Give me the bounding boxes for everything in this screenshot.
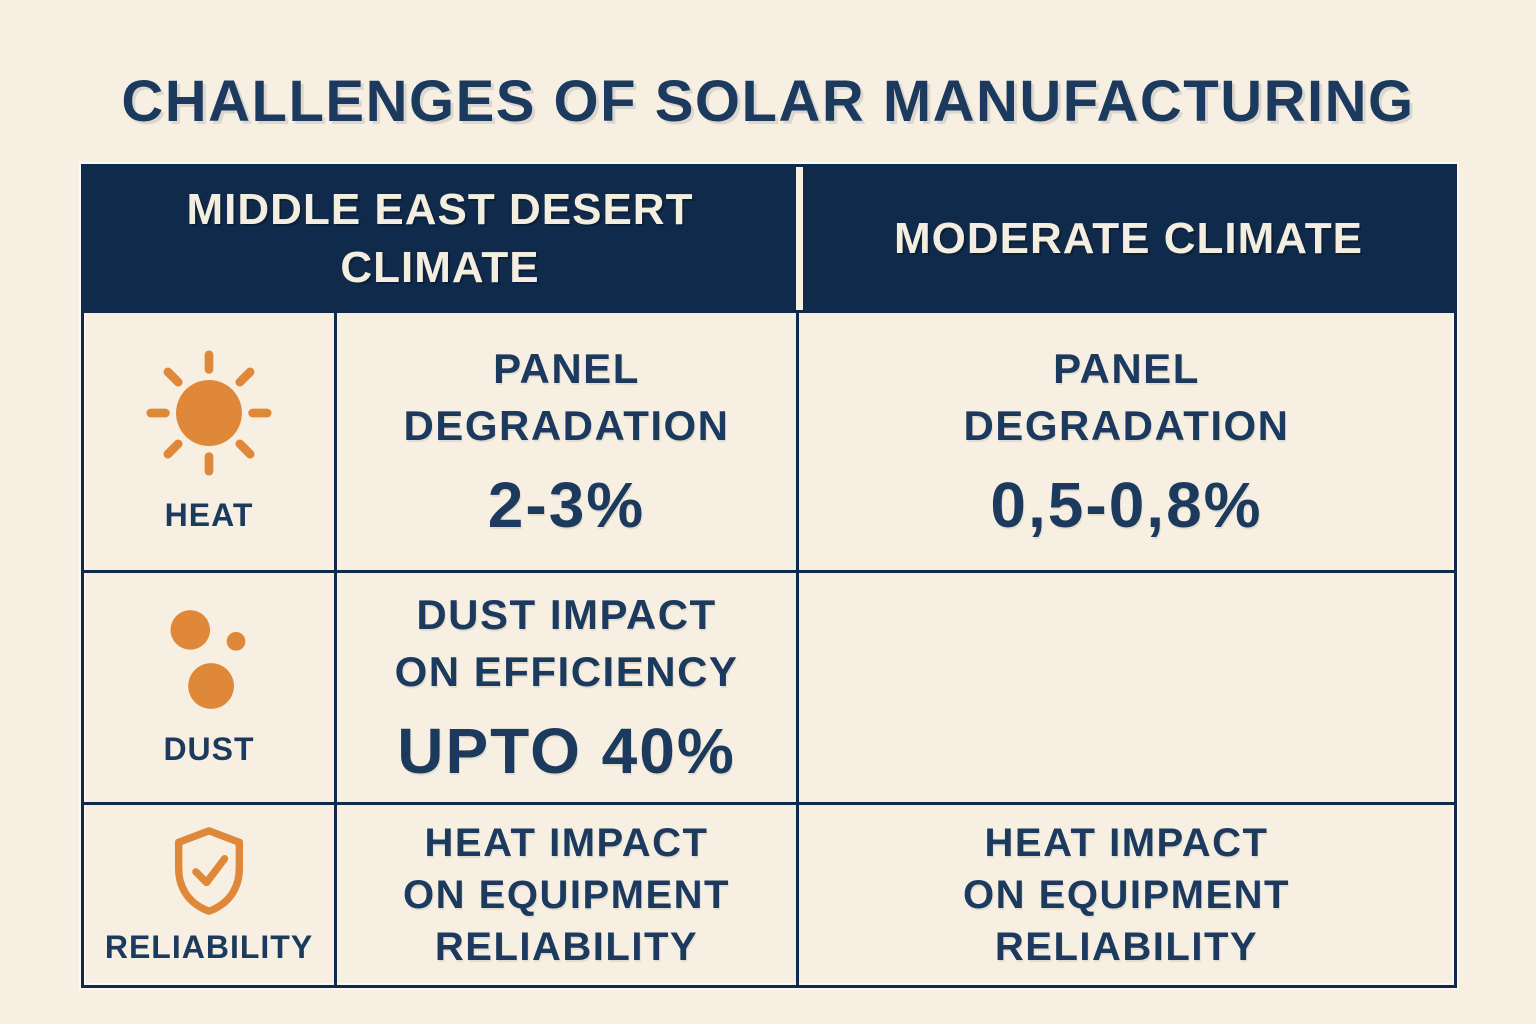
column-header-moderate-label: MODERATE CLIMATE xyxy=(894,213,1363,263)
dust-icon-cell: DUST xyxy=(84,570,334,802)
reliability-moderate-line1: HEAT IMPACT xyxy=(984,821,1269,865)
sun-icon xyxy=(146,350,272,476)
reliability-icon-cell: RELIABILITY xyxy=(84,802,334,985)
dust-desert-value: UPTO 40% xyxy=(397,715,736,788)
heat-moderate-line2: DEGRADATION xyxy=(963,401,1290,449)
dust-desert-cell: DUST IMPACT ON EFFICIENCY UPTO 40% xyxy=(334,570,796,802)
dust-desert-line2: ON EFFICIENCY xyxy=(394,647,739,695)
heat-row-label: HEAT xyxy=(164,497,254,533)
column-header-desert-climate: MIDDLE EAST DESERT CLIMATE xyxy=(84,167,796,310)
heat-desert-line1: PANEL xyxy=(493,344,640,392)
reliability-moderate-cell: HEAT IMPACT ON EQUIPMENT RELIABILITY xyxy=(796,802,1454,985)
comparison-table: MIDDLE EAST DESERT CLIMATE MODERATE CLIM… xyxy=(81,164,1457,988)
column-header-moderate-climate: MODERATE CLIMATE xyxy=(796,167,1454,310)
column-header-desert-label: MIDDLE EAST DESERT CLIMATE xyxy=(186,185,694,292)
heat-moderate-line1: PANEL xyxy=(1053,344,1200,392)
dust-row-label: DUST xyxy=(163,731,255,767)
reliability-desert-line1: HEAT IMPACT xyxy=(424,821,709,865)
shield-check-icon xyxy=(174,826,244,915)
dust-desert-line1: DUST IMPACT xyxy=(416,590,717,638)
heat-moderate-cell: PANEL DEGRADATION 0,5-0,8% xyxy=(796,310,1454,570)
reliability-row-label: RELIABILITY xyxy=(104,928,314,965)
heat-icon-cell: HEAT xyxy=(84,310,334,570)
reliability-desert-line2: ON EQUIPMENT xyxy=(403,873,730,917)
reliability-moderate-line2: ON EQUIPMENT xyxy=(963,873,1290,917)
reliability-moderate-line3: RELIABILITY xyxy=(994,925,1259,969)
infographic-title: CHALLENGES OF SOLAR MANUFACTURING xyxy=(121,69,1415,134)
reliability-desert-cell: HEAT IMPACT ON EQUIPMENT RELIABILITY xyxy=(334,802,796,985)
reliability-desert-line3: RELIABILITY xyxy=(434,925,699,969)
heat-moderate-value: 0,5-0,8% xyxy=(990,469,1263,542)
dust-icon xyxy=(170,610,246,709)
heat-desert-value: 2-3% xyxy=(487,469,646,542)
dust-moderate-cell-empty xyxy=(796,570,1454,802)
heat-desert-line2: DEGRADATION xyxy=(403,401,730,449)
heat-desert-cell: PANEL DEGRADATION 2-3% xyxy=(334,310,796,570)
